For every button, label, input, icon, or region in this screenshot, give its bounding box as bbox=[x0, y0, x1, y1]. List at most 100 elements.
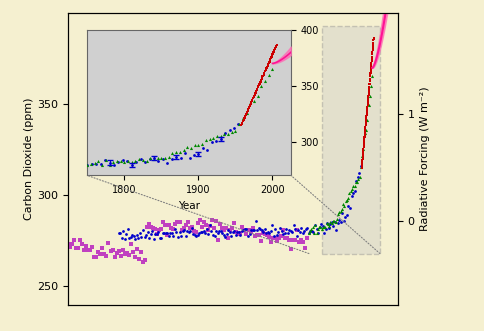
Point bbox=[94, 249, 102, 254]
Point bbox=[131, 236, 139, 242]
Point bbox=[123, 158, 131, 164]
Point bbox=[66, 244, 74, 250]
Point bbox=[119, 247, 126, 252]
Point bbox=[291, 238, 299, 243]
Point bbox=[228, 225, 236, 231]
Point bbox=[252, 89, 259, 94]
Point bbox=[276, 233, 284, 239]
Point bbox=[254, 233, 262, 238]
Point bbox=[192, 229, 199, 235]
Point bbox=[175, 229, 183, 235]
Point bbox=[286, 228, 294, 233]
Point bbox=[351, 180, 359, 185]
Point bbox=[295, 240, 302, 245]
Point bbox=[367, 57, 375, 63]
Point bbox=[270, 48, 277, 53]
Point bbox=[271, 45, 278, 51]
Point bbox=[150, 236, 157, 241]
Point bbox=[245, 104, 253, 110]
Point bbox=[130, 234, 137, 239]
Point bbox=[96, 251, 104, 257]
Point bbox=[265, 230, 272, 235]
Point bbox=[267, 55, 275, 60]
Point bbox=[271, 45, 279, 50]
Point bbox=[64, 241, 72, 247]
Point bbox=[103, 254, 110, 259]
Point bbox=[198, 141, 206, 146]
Point bbox=[248, 98, 256, 104]
Point bbox=[272, 42, 280, 47]
Point bbox=[203, 226, 211, 232]
Point bbox=[355, 175, 363, 180]
Point bbox=[281, 235, 288, 240]
Point bbox=[360, 130, 368, 135]
Point bbox=[74, 246, 82, 251]
Point bbox=[257, 75, 265, 80]
Point bbox=[205, 137, 213, 142]
Point bbox=[216, 133, 224, 139]
Point bbox=[189, 231, 197, 237]
Point bbox=[344, 195, 351, 201]
Point bbox=[248, 96, 256, 101]
Point bbox=[354, 170, 362, 176]
Point bbox=[167, 225, 175, 231]
Point bbox=[249, 96, 257, 101]
Point bbox=[247, 100, 255, 105]
Point bbox=[197, 224, 205, 230]
Point bbox=[142, 233, 150, 238]
Point bbox=[241, 114, 248, 119]
Point bbox=[346, 206, 353, 211]
Point bbox=[221, 234, 228, 239]
Point bbox=[258, 73, 266, 78]
Point bbox=[359, 144, 367, 150]
Point bbox=[180, 225, 187, 230]
Point bbox=[358, 153, 366, 159]
Point bbox=[289, 222, 297, 227]
Point bbox=[161, 222, 169, 228]
Point bbox=[91, 160, 98, 166]
Point bbox=[348, 186, 355, 192]
Point bbox=[243, 108, 251, 113]
Point bbox=[318, 224, 326, 229]
Point bbox=[242, 111, 250, 116]
Point bbox=[361, 127, 368, 132]
Point bbox=[261, 68, 269, 73]
Point bbox=[365, 82, 373, 87]
Point bbox=[152, 231, 160, 236]
Point bbox=[249, 95, 257, 100]
Point bbox=[257, 84, 265, 89]
Point bbox=[219, 232, 227, 237]
Point bbox=[112, 251, 120, 256]
Point bbox=[345, 190, 353, 196]
Point bbox=[240, 117, 247, 122]
Point bbox=[72, 246, 80, 251]
Point bbox=[307, 227, 315, 232]
Point bbox=[335, 210, 343, 215]
Point bbox=[354, 176, 362, 181]
Point bbox=[201, 138, 209, 143]
Point bbox=[359, 149, 366, 154]
Point bbox=[255, 81, 262, 87]
Point bbox=[231, 128, 239, 133]
Point bbox=[233, 229, 241, 234]
Point bbox=[183, 144, 191, 150]
Point bbox=[165, 154, 172, 159]
Point bbox=[88, 245, 96, 250]
Point bbox=[256, 226, 263, 232]
Point bbox=[102, 157, 109, 163]
Point bbox=[253, 85, 261, 90]
Point bbox=[330, 218, 337, 224]
Point bbox=[213, 231, 221, 236]
Point bbox=[266, 56, 274, 61]
Point bbox=[282, 226, 289, 232]
Point bbox=[224, 131, 231, 136]
Point bbox=[238, 224, 246, 229]
Point bbox=[246, 229, 254, 234]
Point bbox=[160, 231, 168, 236]
Point bbox=[197, 230, 204, 235]
Point bbox=[235, 122, 242, 127]
Point bbox=[182, 233, 189, 238]
Point bbox=[363, 96, 371, 101]
Point bbox=[224, 227, 232, 233]
Point bbox=[302, 226, 309, 232]
